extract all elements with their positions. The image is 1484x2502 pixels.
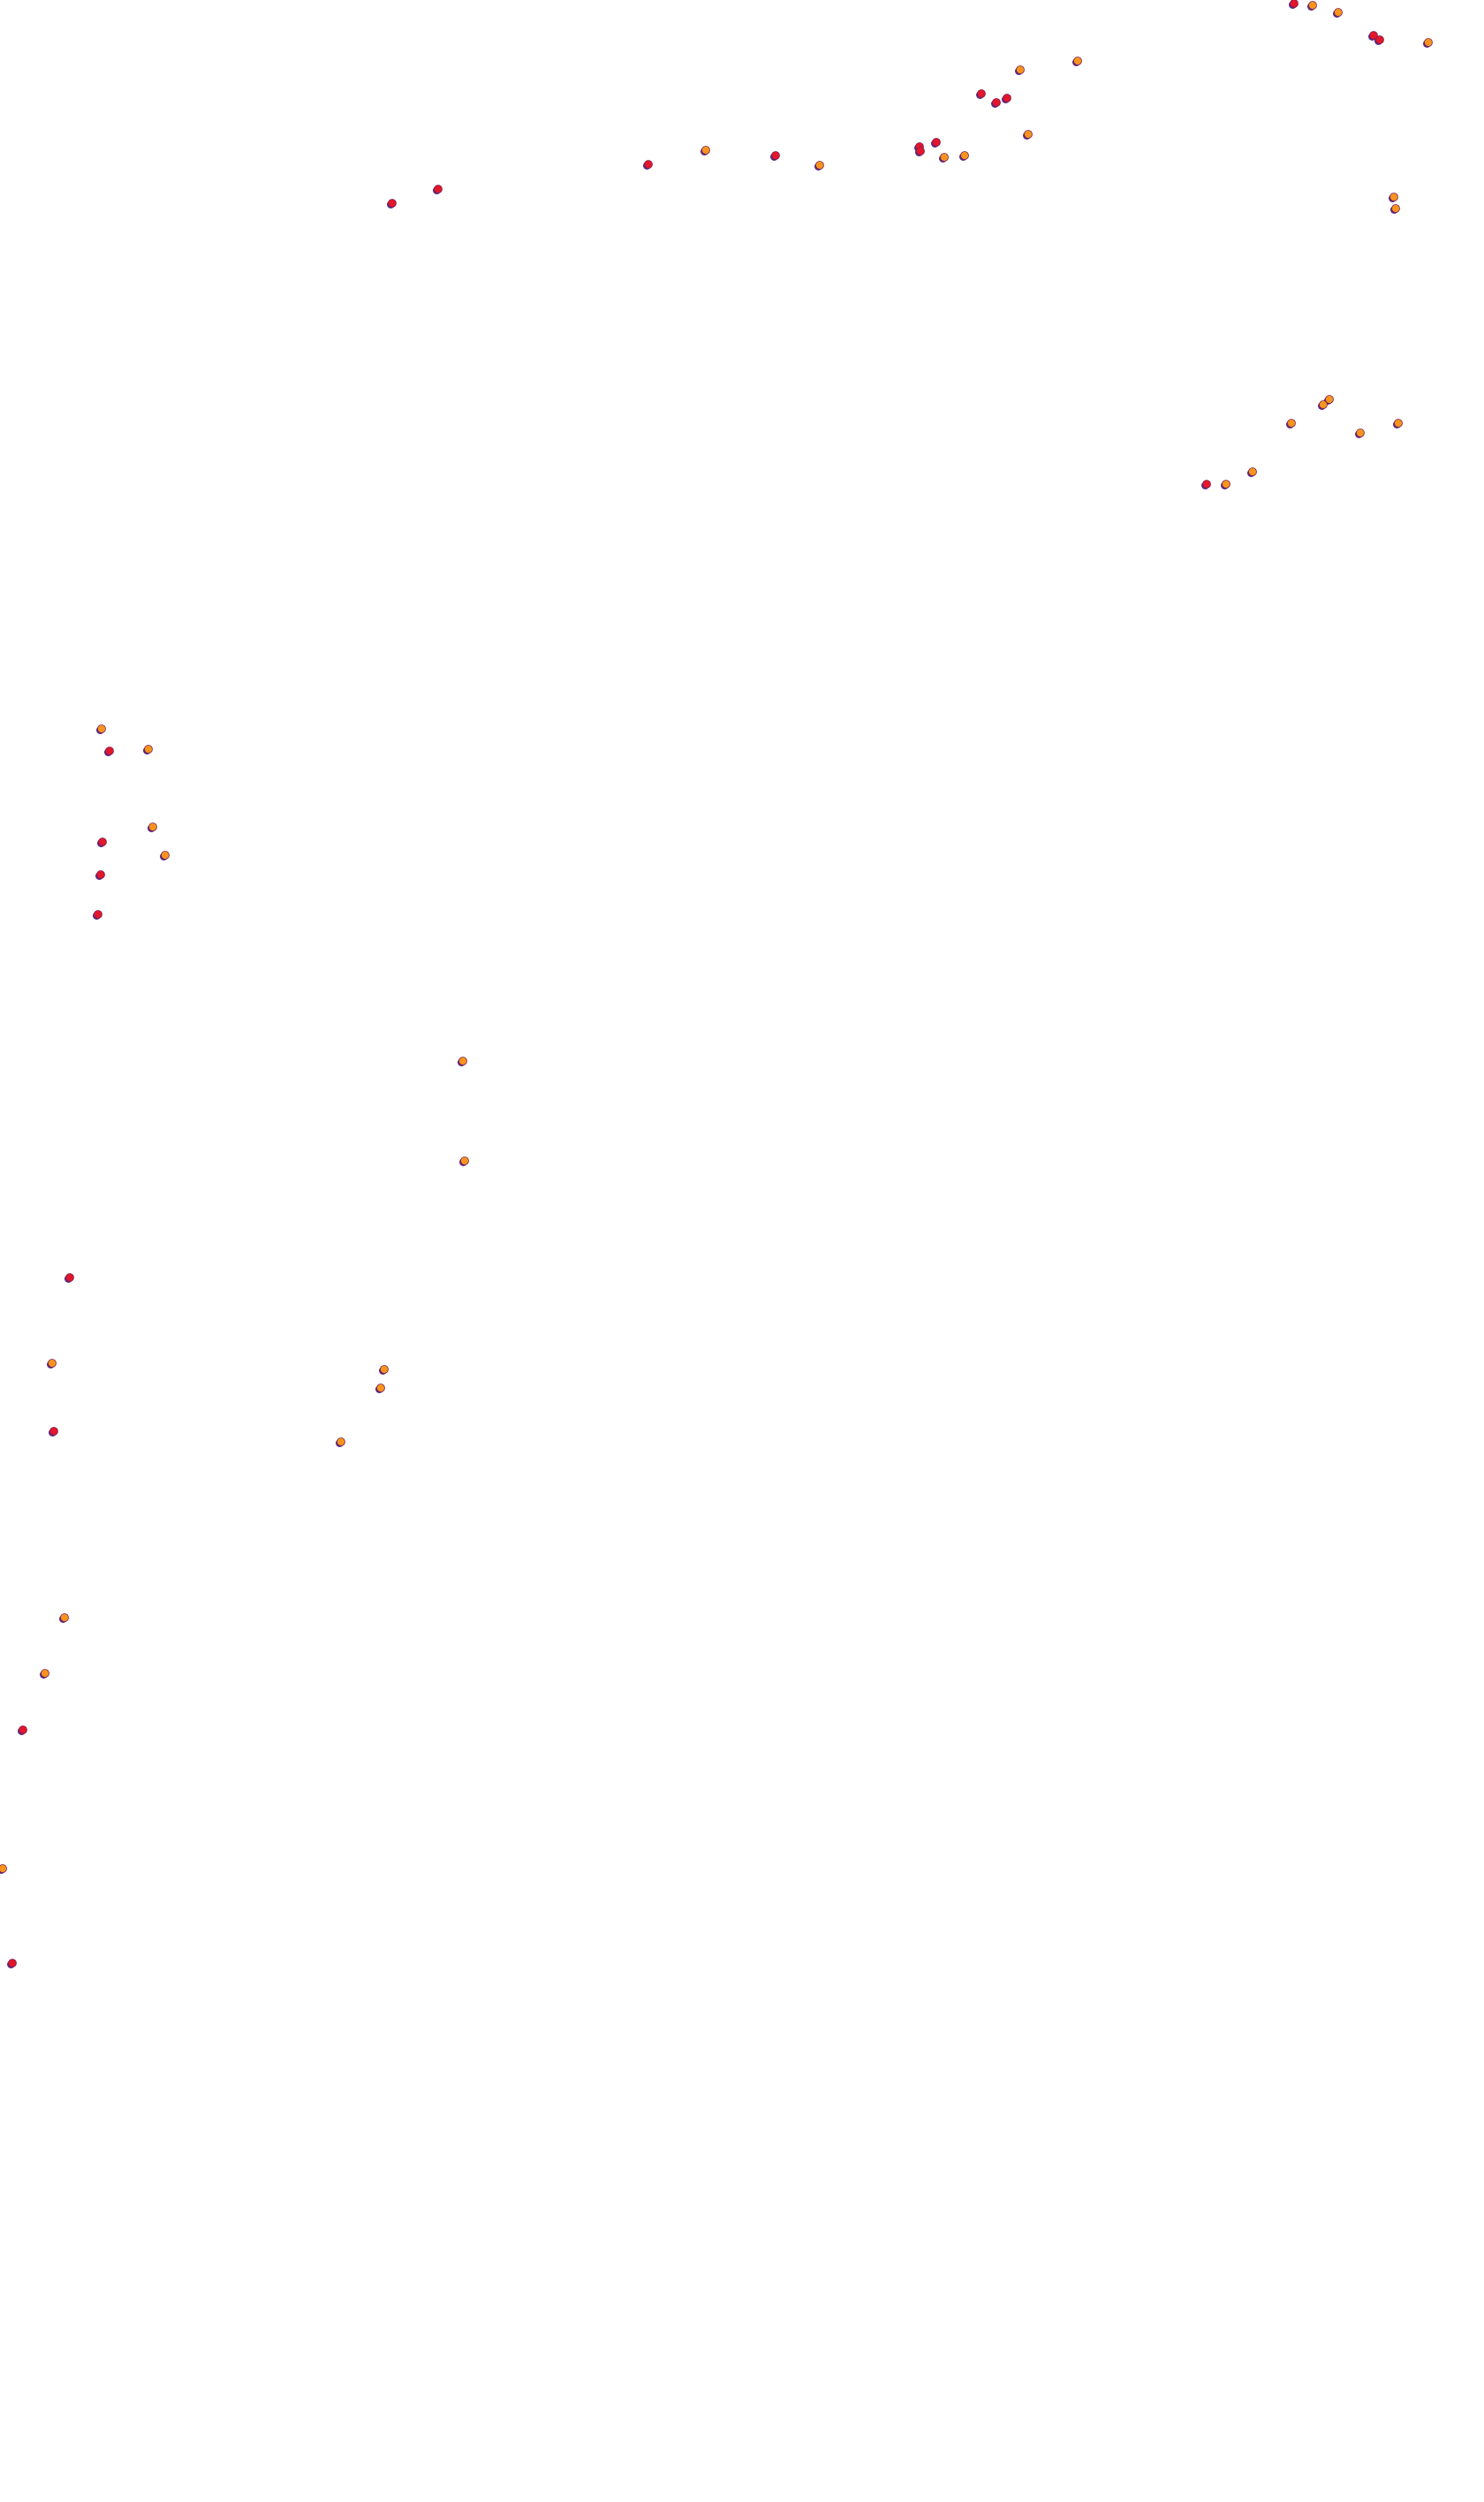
data-point-orange [97, 724, 106, 733]
data-point-orange [41, 1669, 49, 1678]
data-point-orange [815, 161, 824, 170]
data-point-orange [48, 1359, 57, 1368]
data-point-orange [161, 851, 170, 860]
data-point-orange [701, 146, 710, 155]
data-point-orange [1334, 8, 1343, 17]
data-point-orange [1308, 1, 1317, 10]
data-point-orange [1287, 419, 1296, 428]
data-point-red [65, 1273, 74, 1282]
data-point-red [1375, 35, 1384, 44]
data-point-red [916, 147, 925, 155]
data-point-orange [458, 1057, 467, 1065]
data-point-orange [60, 1613, 69, 1622]
data-point-orange [0, 1864, 7, 1873]
data-point-orange [1248, 467, 1257, 476]
data-point-red [1003, 94, 1011, 102]
data-point-orange [1073, 57, 1082, 65]
data-point-orange [1424, 38, 1433, 47]
data-point-orange [1356, 428, 1365, 437]
data-point-orange [337, 1437, 345, 1446]
data-point-red [388, 199, 397, 208]
data-point-red [94, 910, 102, 919]
data-point-red [96, 870, 105, 879]
data-point-orange [148, 823, 157, 831]
data-point-red [8, 1959, 17, 1967]
data-point-orange [376, 1384, 385, 1392]
data-point-red [98, 838, 107, 846]
data-point-red [105, 747, 114, 755]
data-point-orange [1319, 400, 1328, 409]
data-point-orange [1389, 193, 1398, 201]
data-point-red [1202, 480, 1211, 489]
data-point-red [992, 98, 1001, 107]
data-point-orange [1391, 204, 1400, 213]
data-point-orange [380, 1365, 389, 1374]
data-point-orange [460, 1156, 469, 1165]
points-layer [0, 0, 1433, 1968]
data-point-red [1369, 31, 1378, 40]
data-point-red [932, 138, 941, 147]
data-point-red [977, 89, 986, 98]
data-point-red [644, 160, 653, 169]
data-point-red [19, 1725, 27, 1734]
data-point-orange [1394, 419, 1403, 428]
data-point-orange [1016, 65, 1025, 74]
data-point-red [49, 1427, 58, 1436]
data-point-red [434, 185, 443, 193]
data-point-red [771, 151, 780, 160]
data-point-orange [1325, 395, 1334, 404]
data-point-orange [1222, 480, 1230, 489]
data-point-orange [1024, 130, 1033, 139]
data-point-red [1290, 0, 1298, 8]
data-point-orange [960, 151, 969, 160]
data-point-orange [144, 745, 153, 754]
data-point-orange [940, 153, 949, 162]
